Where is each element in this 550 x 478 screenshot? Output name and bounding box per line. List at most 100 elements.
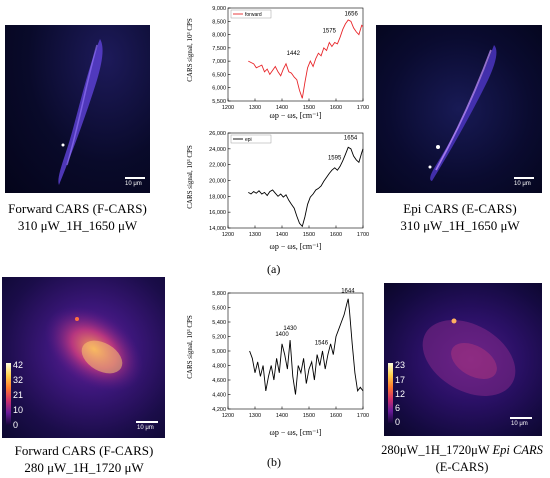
ecars-image-b-svg bbox=[422, 318, 516, 396]
y-tick-label: 4,800 bbox=[212, 364, 226, 370]
chart-b: 4,200 4,400 4,600 4,800 5,000 5,200 5,400 5,600… bbox=[186, 288, 369, 437]
y-axis-label: CARS signal, 10³ CPS bbox=[186, 315, 194, 379]
x-tick-label: 1700 bbox=[357, 413, 369, 419]
caption-b-left-line2: 280 μW_1H_1720 μW bbox=[24, 460, 144, 475]
ecars-image-a-svg bbox=[428, 45, 497, 181]
scale-label: 10 μm bbox=[137, 425, 154, 431]
series-line-epi bbox=[248, 146, 364, 228]
x-tick-label: 1600 bbox=[330, 413, 342, 419]
caption-a-left: Forward CARS (F-CARS) 310 μW_1H_1650 μW bbox=[0, 200, 155, 234]
fcars-image-b: 42 32 21 10 0 10 μm bbox=[2, 277, 165, 438]
caption-b-left: Forward CARS (F-CARS) 280 μW_1H_1720 μW bbox=[0, 442, 168, 476]
x-tick-label: 1700 bbox=[357, 232, 369, 238]
colorbar-tick: 23 bbox=[395, 360, 406, 370]
plot-frame bbox=[227, 132, 364, 229]
x-tick-label: 1200 bbox=[222, 232, 234, 238]
x-axis-label: ωp − ωs, [cm⁻¹] bbox=[270, 428, 322, 437]
y-tick-label: 7,500 bbox=[212, 46, 226, 52]
x-tick-label: 1300 bbox=[249, 232, 261, 238]
panel-label-b: (b) bbox=[267, 455, 281, 469]
caption-b-right: 280μW_1H_1720μW Epi CARS (E-CARS) bbox=[376, 442, 548, 476]
y-tick-label: 22,000 bbox=[209, 163, 226, 169]
colorbar-tick: 42 bbox=[13, 360, 24, 370]
colorbar-tick: 10 bbox=[13, 405, 24, 415]
peak-label: 1430 bbox=[283, 326, 297, 332]
y-tick-label: 5,000 bbox=[212, 349, 226, 355]
peak-label: 1595 bbox=[328, 156, 342, 162]
x-tick-label: 1500 bbox=[303, 232, 315, 238]
x-tick-label: 1500 bbox=[303, 413, 315, 419]
y-tick-label: 18,000 bbox=[209, 194, 226, 200]
x-tick-label: 1200 bbox=[222, 105, 234, 111]
y-tick-label: 4,600 bbox=[212, 378, 226, 384]
y-axis-label: CARS signal, 10³ CPS bbox=[186, 18, 194, 82]
y-tick-label: 5,500 bbox=[212, 99, 226, 105]
scale-label: 10 μm bbox=[511, 421, 528, 427]
y-tick-label: 5,400 bbox=[212, 320, 226, 326]
x-axis-label: ωp − ωs, [cm⁻¹] bbox=[270, 111, 322, 120]
colorbar-tick: 12 bbox=[395, 389, 406, 399]
colorbar-tick: 32 bbox=[13, 375, 24, 385]
peak-label: 1656 bbox=[344, 11, 358, 17]
colorbar-tick: 21 bbox=[13, 390, 24, 400]
caption-b-right-line2: (E-CARS) bbox=[435, 460, 489, 474]
scale-label: 10 μm bbox=[514, 181, 531, 187]
y-tick-label: 5,200 bbox=[212, 335, 226, 341]
y-tick-label: 5,600 bbox=[212, 306, 226, 312]
y-tick-label: 6,500 bbox=[212, 72, 226, 78]
fcars-image-a-svg bbox=[58, 39, 103, 185]
legend-label: epi bbox=[245, 137, 252, 143]
plot-frame bbox=[227, 7, 364, 102]
y-tick-label: 4,400 bbox=[212, 393, 226, 399]
legend-box bbox=[230, 134, 272, 144]
y-tick-label: 26,000 bbox=[209, 131, 226, 137]
peak-label: 1644 bbox=[341, 288, 355, 294]
caption-a-right: Epi CARS (E-CARS) 310 μW_1H_1650 μW bbox=[376, 200, 544, 234]
y-tick-label: 24,000 bbox=[209, 147, 226, 153]
legend-box bbox=[230, 9, 272, 19]
caption-b-right-text: 280μW_1H_1720μW bbox=[381, 443, 493, 457]
peak-label: 1546 bbox=[315, 341, 329, 347]
colorbar-tick: 0 bbox=[395, 417, 401, 427]
x-tick-label: 1700 bbox=[357, 105, 369, 111]
caption-b-left-line1: Forward CARS (F-CARS) bbox=[14, 443, 154, 458]
x-tick-label: 1400 bbox=[276, 413, 288, 419]
caption-b-right-italic: Epi CARS bbox=[492, 443, 543, 457]
series-line-b bbox=[249, 298, 364, 395]
x-tick-label: 1500 bbox=[303, 105, 315, 111]
panel-label-a: (a) bbox=[267, 262, 281, 276]
caption-a-right-line2: 310 μW_1H_1650 μW bbox=[400, 218, 520, 233]
x-tick-label: 1400 bbox=[276, 232, 288, 238]
x-tick-label: 1400 bbox=[276, 105, 288, 111]
scale-bar bbox=[136, 421, 158, 423]
scale-bar bbox=[125, 177, 145, 179]
fcars-image-b-svg bbox=[44, 306, 144, 392]
colorbar bbox=[6, 363, 11, 425]
caption-a-left-line2: 310 μW_1H_1650 μW bbox=[17, 218, 138, 233]
chart-epi: 14,000 16,000 18,000 20,000 22,000 24,000 26,0… bbox=[186, 131, 369, 251]
y-tick-label: 7,000 bbox=[212, 59, 226, 65]
y-tick-label: 16,000 bbox=[209, 210, 226, 216]
colorbar-tick: 0 bbox=[13, 420, 19, 430]
x-tick-label: 1300 bbox=[249, 105, 261, 111]
ecars-image-b: 23 17 12 6 0 10 μm bbox=[384, 283, 542, 436]
peak-label: 1575 bbox=[323, 29, 337, 35]
colorbar-tick: 6 bbox=[395, 403, 401, 413]
scale-bar bbox=[510, 417, 532, 419]
ecars-image-a: 10 μm bbox=[376, 25, 542, 193]
scale-bar bbox=[514, 177, 534, 179]
legend-label: forward bbox=[245, 12, 262, 18]
y-tick-label: 9,000 bbox=[212, 6, 226, 12]
colorbar-tick: 17 bbox=[395, 375, 406, 385]
caption-b-right-line1: 280μW_1H_1720μW Epi CARS bbox=[376, 442, 548, 459]
caption-a-right-line1: Epi CARS (E-CARS) bbox=[403, 201, 517, 216]
y-tick-label: 20,000 bbox=[209, 179, 226, 185]
caption-a-left-line1: Forward CARS (F-CARS) bbox=[8, 201, 147, 216]
y-tick-label: 5,800 bbox=[212, 291, 226, 297]
y-tick-label: 4,200 bbox=[212, 407, 226, 413]
peak-label: 1400 bbox=[275, 332, 289, 338]
y-tick-label: 14,000 bbox=[209, 226, 226, 232]
x-tick-label: 1600 bbox=[330, 232, 342, 238]
y-tick-label: 6,000 bbox=[212, 86, 226, 92]
x-tick-label: 1300 bbox=[249, 413, 261, 419]
